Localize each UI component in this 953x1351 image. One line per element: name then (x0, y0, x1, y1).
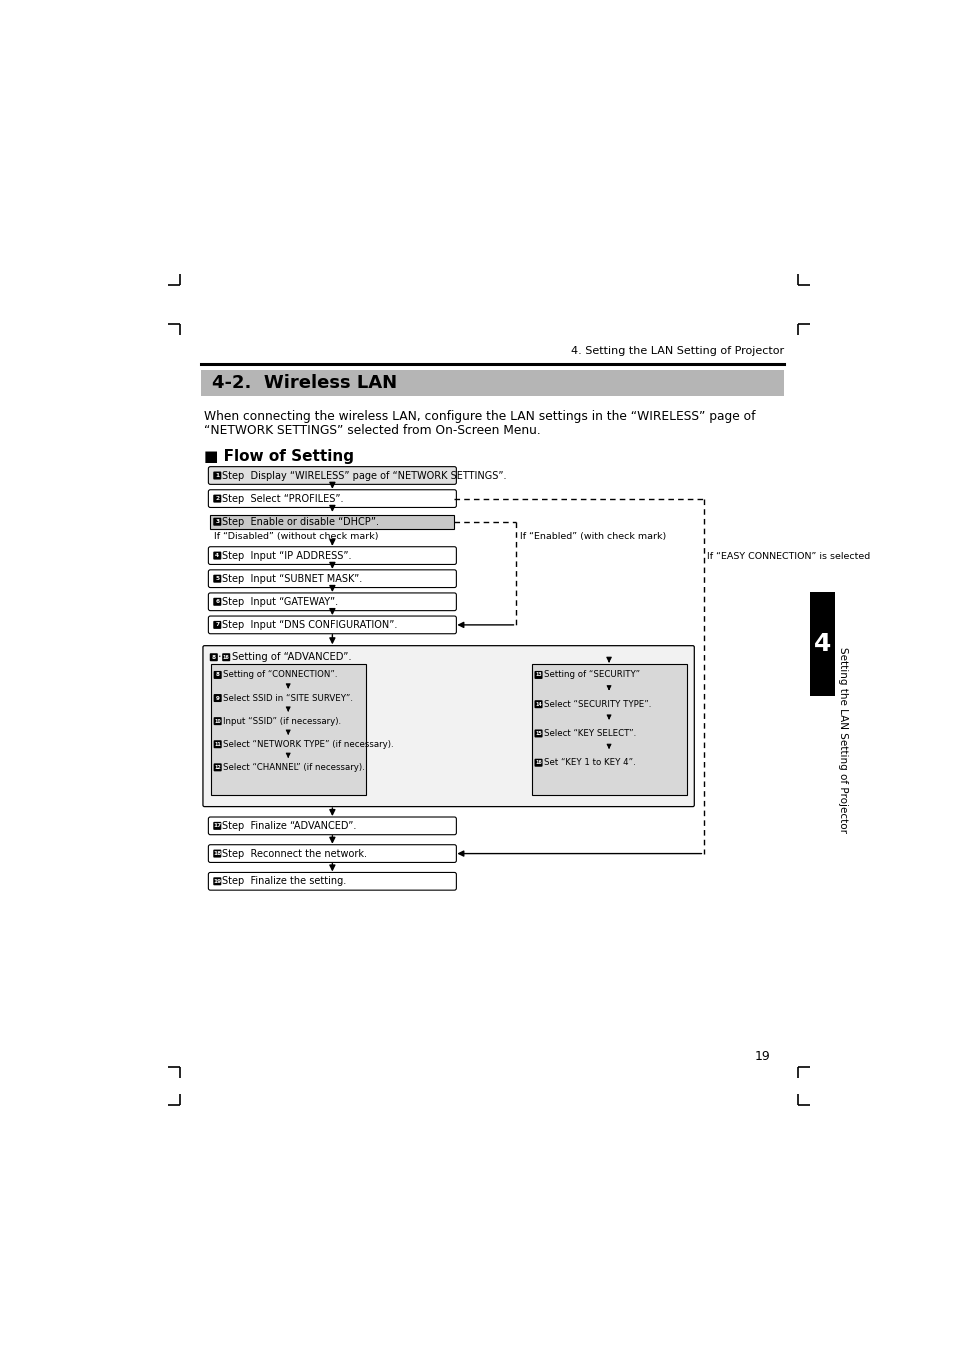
FancyBboxPatch shape (208, 490, 456, 508)
Text: 4-2.  Wireless LAN: 4-2. Wireless LAN (212, 374, 397, 392)
FancyBboxPatch shape (213, 694, 221, 703)
FancyBboxPatch shape (534, 730, 542, 738)
Text: If “Disabled” (without check mark): If “Disabled” (without check mark) (214, 532, 378, 540)
Text: 4: 4 (813, 632, 830, 655)
FancyBboxPatch shape (213, 763, 221, 771)
Text: 12: 12 (214, 765, 221, 770)
Text: 14: 14 (535, 701, 541, 707)
Text: Setting the LAN Setting of Projector: Setting the LAN Setting of Projector (838, 647, 847, 832)
Text: If “Enabled” (with check mark): If “Enabled” (with check mark) (519, 532, 665, 540)
FancyBboxPatch shape (208, 570, 456, 588)
Text: If “EASY CONNECTION” is selected: If “EASY CONNECTION” is selected (707, 551, 870, 561)
Text: 19: 19 (213, 878, 221, 884)
FancyBboxPatch shape (208, 547, 456, 565)
Text: 16: 16 (223, 655, 230, 659)
Text: Select SSID in “SITE SURVEY”.: Select SSID in “SITE SURVEY”. (223, 693, 353, 703)
Text: ⋅: ⋅ (217, 653, 221, 662)
Text: 4: 4 (215, 553, 219, 558)
Text: Step  Enable or disable “DHCP”.: Step Enable or disable “DHCP”. (222, 516, 378, 527)
Text: ■ Flow of Setting: ■ Flow of Setting (204, 449, 355, 463)
FancyBboxPatch shape (213, 517, 221, 526)
Text: Step  Input “IP ADDRESS”.: Step Input “IP ADDRESS”. (222, 551, 351, 561)
Text: Setting of “SECURITY”: Setting of “SECURITY” (543, 670, 639, 680)
FancyBboxPatch shape (200, 370, 783, 396)
Text: Select “CHANNEL” (if necessary).: Select “CHANNEL” (if necessary). (223, 763, 364, 771)
Text: 11: 11 (214, 742, 221, 747)
FancyBboxPatch shape (210, 515, 454, 528)
Text: 10: 10 (214, 719, 221, 724)
FancyBboxPatch shape (213, 574, 221, 582)
Text: Step  Finalize “ADVANCED”.: Step Finalize “ADVANCED”. (222, 821, 355, 831)
FancyBboxPatch shape (213, 850, 221, 858)
Text: 2: 2 (215, 496, 219, 501)
Text: Step  Input “GATEWAY”.: Step Input “GATEWAY”. (222, 597, 337, 607)
FancyBboxPatch shape (534, 759, 542, 767)
FancyBboxPatch shape (208, 844, 456, 862)
Text: 18: 18 (213, 851, 221, 857)
Text: When connecting the wireless LAN, configure the LAN settings in the “WIRELESS” p: When connecting the wireless LAN, config… (204, 411, 755, 423)
FancyBboxPatch shape (208, 817, 456, 835)
Text: Step  Reconnect the network.: Step Reconnect the network. (222, 848, 367, 859)
FancyBboxPatch shape (208, 616, 456, 634)
Text: 17: 17 (213, 823, 221, 828)
FancyBboxPatch shape (210, 654, 217, 661)
Text: Step  Display “WIRELESS” page of “NETWORK SETTINGS”.: Step Display “WIRELESS” page of “NETWORK… (222, 470, 506, 481)
Text: 15: 15 (535, 731, 541, 736)
Text: 4. Setting the LAN Setting of Projector: 4. Setting the LAN Setting of Projector (571, 346, 783, 357)
Text: 19: 19 (754, 1050, 770, 1063)
FancyBboxPatch shape (213, 597, 221, 605)
Text: Set “KEY 1 to KEY 4”.: Set “KEY 1 to KEY 4”. (543, 758, 635, 767)
Text: 8: 8 (215, 673, 219, 677)
FancyBboxPatch shape (531, 665, 686, 794)
Text: Setting of “CONNECTION”.: Setting of “CONNECTION”. (223, 670, 337, 680)
FancyBboxPatch shape (534, 671, 542, 680)
FancyBboxPatch shape (213, 740, 221, 748)
Text: Step  Input “DNS CONFIGURATION”.: Step Input “DNS CONFIGURATION”. (222, 620, 396, 630)
FancyBboxPatch shape (208, 873, 456, 890)
Text: “NETWORK SETTINGS” selected from On-Screen Menu.: “NETWORK SETTINGS” selected from On-Scre… (204, 424, 540, 436)
Text: Select “NETWORK TYPE” (if necessary).: Select “NETWORK TYPE” (if necessary). (223, 740, 394, 748)
Text: 1: 1 (215, 473, 219, 478)
FancyBboxPatch shape (213, 821, 221, 830)
Text: 6: 6 (215, 600, 219, 604)
Text: 8: 8 (212, 655, 215, 659)
Text: 7: 7 (215, 623, 219, 627)
Text: 13: 13 (535, 673, 541, 677)
FancyBboxPatch shape (213, 717, 221, 725)
FancyBboxPatch shape (222, 654, 230, 661)
Text: 3: 3 (215, 519, 219, 524)
FancyBboxPatch shape (211, 665, 365, 794)
FancyBboxPatch shape (213, 471, 221, 480)
FancyBboxPatch shape (534, 700, 542, 708)
Text: 16: 16 (535, 761, 541, 765)
Text: Step  Input “SUBNET MASK”.: Step Input “SUBNET MASK”. (222, 574, 362, 584)
FancyBboxPatch shape (208, 466, 456, 485)
Text: Input “SSID” (if necessary).: Input “SSID” (if necessary). (223, 716, 341, 725)
FancyBboxPatch shape (203, 646, 694, 807)
FancyBboxPatch shape (213, 671, 221, 680)
FancyBboxPatch shape (213, 621, 221, 630)
FancyBboxPatch shape (213, 551, 221, 559)
FancyBboxPatch shape (213, 877, 221, 885)
Text: Select “SECURITY TYPE”.: Select “SECURITY TYPE”. (543, 700, 651, 709)
Text: 9: 9 (215, 696, 219, 701)
Text: Setting of “ADVANCED”.: Setting of “ADVANCED”. (232, 653, 351, 662)
FancyBboxPatch shape (809, 592, 835, 696)
FancyBboxPatch shape (213, 494, 221, 503)
Text: Step  Select “PROFILES”.: Step Select “PROFILES”. (222, 493, 343, 504)
Text: Step  Finalize the setting.: Step Finalize the setting. (222, 877, 346, 886)
Text: Select “KEY SELECT”.: Select “KEY SELECT”. (543, 730, 636, 738)
Text: 5: 5 (215, 576, 219, 581)
FancyBboxPatch shape (208, 593, 456, 611)
